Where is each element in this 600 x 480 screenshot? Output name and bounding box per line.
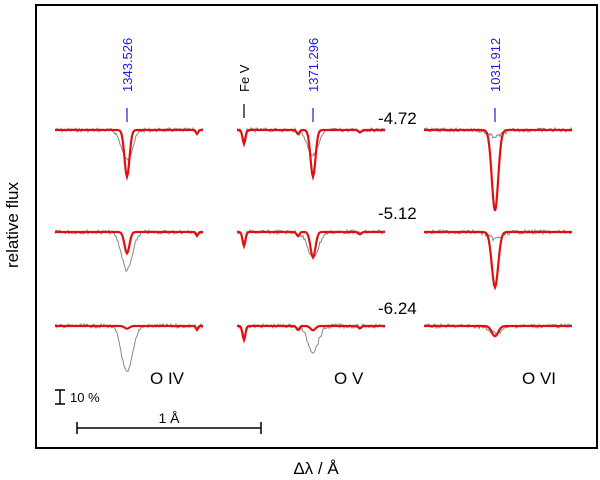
y-axis-label: relative flux: [3, 182, 22, 268]
flux-scale-bar: 10 %: [55, 389, 100, 405]
model-spectrum-3: [237, 128, 385, 182]
model-spectrum-0: [55, 128, 203, 182]
model-spectrum-1: [55, 230, 203, 256]
model-spectrum-6: [424, 128, 572, 212]
wavelength-label-fe5: Fe V: [237, 64, 252, 92]
ion-label-o4: O IV: [150, 369, 185, 388]
wavelength-mark-o4: 1343.526: [120, 38, 135, 122]
wavelength-label-o5: 1371.296: [306, 38, 321, 92]
model-spectrum-5: [237, 324, 385, 344]
wavelength-label-o6: 1031.912: [488, 38, 503, 92]
row-label-1: -4.72: [378, 109, 417, 128]
plot-frame: [35, 4, 598, 449]
wavelength-mark-o6: 1031.912: [488, 38, 503, 122]
wavelength-mark-o5: 1371.296: [306, 38, 321, 122]
row-label-3: -6.24: [378, 299, 417, 318]
wavelength-scale-label: 1 Å: [158, 410, 180, 426]
ion-label-o5: O V: [334, 369, 364, 388]
model-spectrum-2: [55, 324, 203, 332]
x-axis-label: Δλ / Å: [293, 459, 339, 478]
model-spectrum-4: [237, 230, 385, 260]
spectra-group: [54, 126, 573, 372]
model-spectrum-7: [424, 230, 572, 291]
flux-scale-label: 10 %: [70, 390, 100, 405]
observed-spectrum-2: [54, 322, 204, 372]
model-spectrum-8: [424, 324, 572, 338]
row-label-2: -5.12: [378, 204, 417, 223]
ion-label-o6: O VI: [522, 369, 556, 388]
wavelength-mark-fe5: Fe V: [237, 64, 252, 118]
wavelength-label-o4: 1343.526: [120, 38, 135, 92]
wavelength-scale-bar: 1 Å: [76, 410, 262, 434]
